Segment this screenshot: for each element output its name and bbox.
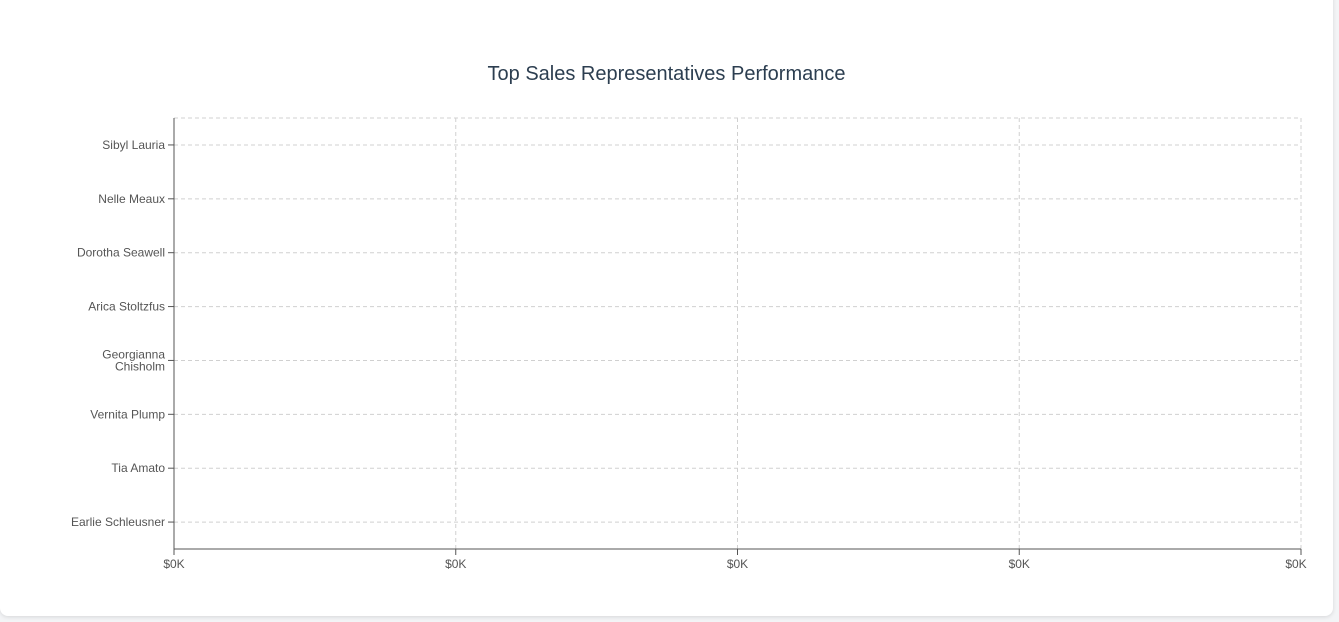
chart-title: Top Sales Representatives Performance <box>487 63 846 85</box>
x-tick-label: $0K <box>1009 557 1030 571</box>
y-tick-label: Nelle Meaux <box>98 192 165 206</box>
x-tick-label: $0K <box>1285 557 1306 571</box>
bar-chart: Sibyl Lauria Nelle Meaux Dorotha Seawell Ar… <box>71 117 1307 571</box>
x-tick-label: $0K <box>445 557 466 571</box>
y-tick-label: Tia Amato <box>111 461 165 475</box>
y-tick-label: Earlie Schleusner <box>71 515 165 529</box>
y-tick-label: Sibyl Lauria <box>102 138 165 152</box>
y-tick-label: Dorotha Seawell <box>77 246 165 260</box>
y-tick-label: Georgianna Chisholm <box>102 347 165 373</box>
x-tick-label: $0K <box>727 557 748 571</box>
y-tick-label: Arica Stoltzfus <box>88 300 165 314</box>
x-tick-label: $0K <box>163 557 184 571</box>
y-tick-label: Vernita Plump <box>90 407 165 421</box>
